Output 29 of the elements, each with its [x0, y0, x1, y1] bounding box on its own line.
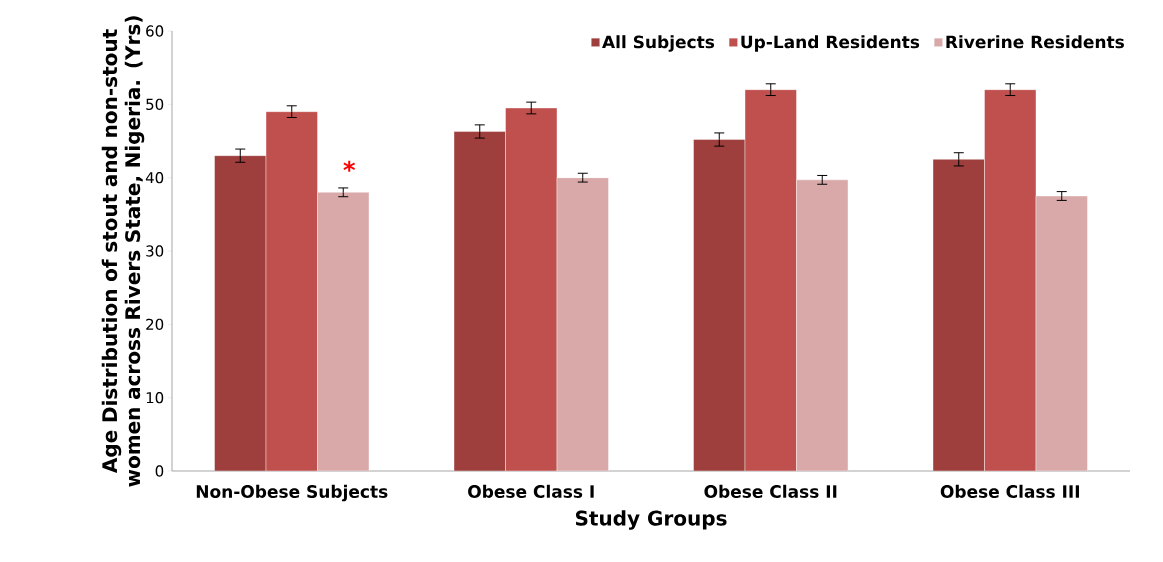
legend-label: Up-Land Residents [741, 35, 920, 52]
bar [1035, 195, 1088, 471]
bar [932, 159, 985, 471]
bar [453, 131, 506, 471]
bar [796, 179, 849, 471]
y-tick-label: 50 [146, 98, 164, 111]
bar [317, 192, 370, 471]
bar [984, 89, 1037, 471]
x-tick-label: Obese Class I [468, 484, 594, 498]
x-tick-label: Non-Obese Subjects [196, 484, 388, 502]
y-tick-label: 0 [155, 465, 164, 477]
bar [265, 111, 318, 471]
legend-label: All Subjects [602, 35, 715, 52]
legend-label: Riverine Residents [946, 35, 1124, 49]
bar [693, 139, 746, 471]
x-axis-title: Study Groups [575, 510, 727, 530]
bar [505, 107, 558, 471]
bar [214, 155, 267, 471]
bar [556, 177, 609, 471]
x-tick-label: Obese Class II [704, 484, 837, 498]
y-tick-label: 20 [146, 318, 164, 330]
y-tick-label: 40 [145, 171, 164, 184]
y-tick-label: 30 [146, 245, 164, 257]
bar [744, 89, 797, 471]
annotation: * [343, 160, 356, 172]
y-tick-label: 60 [146, 25, 164, 37]
x-tick-label: Obese Class III [940, 484, 1079, 498]
y-tick-label: 10 [146, 391, 164, 404]
y-axis-title: Age Distribution of stout and non-stout women across Rivers State, Nigeria. (Yrs) [101, 16, 145, 487]
